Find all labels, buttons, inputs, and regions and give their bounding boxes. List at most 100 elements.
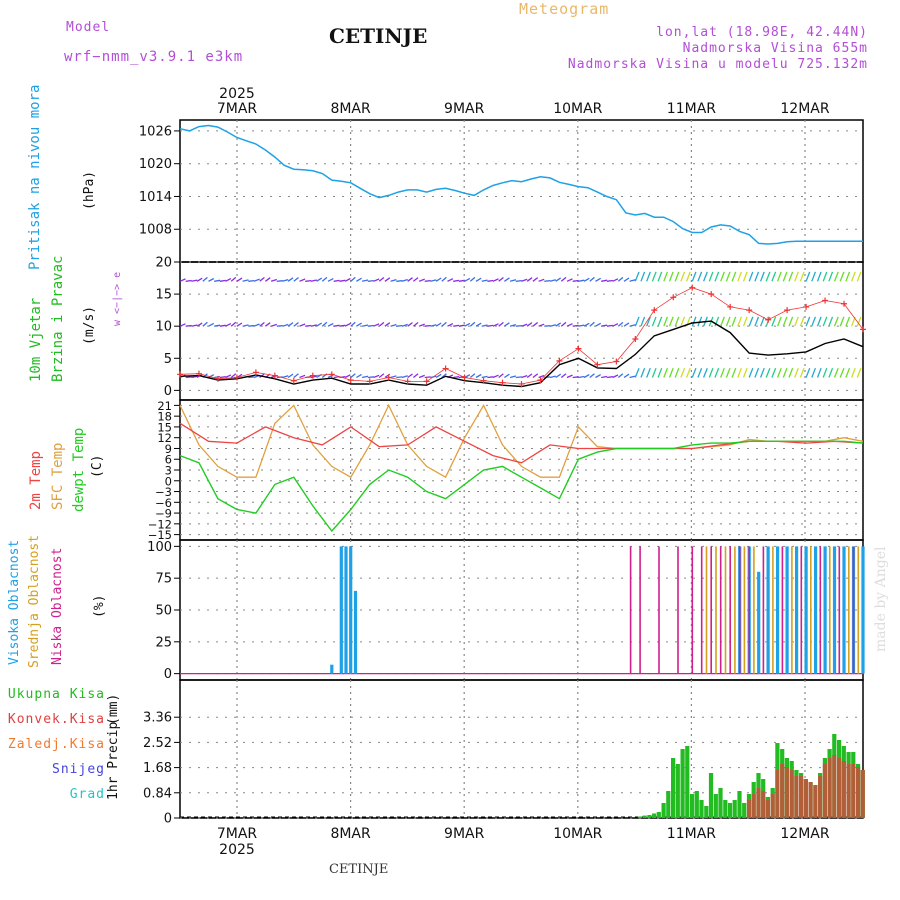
wind-arrow — [748, 271, 754, 282]
wind-arrow — [475, 322, 482, 327]
precip-bar — [680, 749, 685, 818]
wind-arrow — [651, 271, 657, 282]
wind-arrow — [287, 322, 294, 327]
wind-arrow — [214, 324, 221, 327]
wind-arrow — [230, 276, 237, 282]
wind-arrow — [731, 367, 737, 378]
wind-arrow — [685, 367, 691, 378]
wind-arrow — [731, 316, 737, 327]
precip-bar — [742, 803, 747, 818]
wind-arrow — [287, 373, 294, 379]
wind-arrow — [515, 376, 522, 379]
wind-arrow — [526, 277, 533, 282]
wind-arrow — [759, 367, 765, 378]
precip-bar — [708, 773, 714, 818]
wind-arrow — [657, 316, 663, 327]
precip-bar — [775, 770, 780, 818]
wind-arrow — [532, 277, 539, 282]
cloud-bar — [772, 546, 774, 674]
wind-arrow — [617, 276, 624, 282]
wind-arrow — [560, 321, 567, 327]
y-tick-label: 6 — [165, 453, 172, 467]
wind-arrow — [185, 279, 192, 282]
wind-arrow — [646, 367, 651, 378]
wind-arrow — [651, 367, 657, 378]
y-tick-label: 0 — [165, 474, 172, 488]
cloud-bar — [804, 546, 808, 674]
wind-arrow — [845, 316, 851, 327]
wind-arrow — [327, 322, 334, 327]
wind-arrow — [640, 271, 646, 282]
cloud-bar — [795, 546, 799, 674]
y-tick-label: 12 — [157, 431, 172, 445]
cloud-bar — [629, 546, 632, 674]
wind-arrow — [305, 279, 312, 282]
wind-arrow — [816, 271, 822, 282]
wind-arrow — [282, 278, 289, 282]
wind-arrow — [242, 324, 249, 327]
wind-arrow — [685, 271, 691, 282]
wind-arrow — [396, 324, 403, 327]
wind-arrow — [299, 278, 306, 282]
footer-station: CETINJE — [329, 862, 389, 877]
wind-arrow — [458, 324, 465, 327]
panel-frame-pressure — [179, 119, 864, 263]
precip-bar — [765, 800, 770, 818]
wind-arrow — [737, 316, 743, 327]
cloud-bar — [852, 546, 855, 674]
precip-bar — [647, 815, 652, 818]
wind-arrow — [674, 271, 680, 282]
wind-arrow — [469, 321, 476, 327]
wind-arrow — [583, 277, 590, 282]
wind-arrow — [623, 322, 630, 327]
wind-arrow — [407, 277, 413, 282]
dewpt-line — [179, 440, 864, 533]
precip-bar — [732, 800, 737, 818]
wind-arrow — [538, 323, 545, 327]
precip-bar — [808, 782, 813, 818]
y-tick-label: 0 — [164, 812, 172, 827]
wind-arrow — [601, 279, 608, 282]
legend-total-precip: Ukupna Kisa — [7, 687, 105, 702]
bottom-x-tick-label: 11MAR — [667, 826, 716, 842]
y-tick-label: 1014 — [139, 190, 172, 205]
y-tick-label: 9 — [165, 442, 172, 456]
precip-bar — [761, 791, 766, 818]
wind-arrow — [373, 374, 380, 379]
wind-arrow — [526, 322, 533, 327]
precip-bar — [794, 776, 799, 818]
precip-bar — [770, 794, 775, 818]
wind-arrow — [759, 271, 765, 282]
cloud-bar — [677, 546, 679, 674]
wind-arrow — [225, 278, 232, 282]
top-x-tick-label: 7MAR — [217, 101, 258, 117]
wind-arrow — [782, 367, 788, 378]
wind-arrow — [418, 374, 425, 379]
wind-arrow — [464, 322, 471, 327]
wind-arrow — [657, 367, 663, 378]
wind-arrow — [276, 324, 283, 327]
wind-arrow — [475, 373, 482, 379]
wind-arrow — [219, 376, 226, 379]
wind-arrow — [811, 271, 817, 282]
wind-arrow — [191, 279, 198, 282]
y-tick-label: −6 — [155, 496, 172, 510]
wind-arrow — [344, 322, 351, 327]
wind-arrow — [230, 373, 237, 379]
precip-bar — [737, 791, 742, 818]
wind-arrow — [310, 324, 317, 327]
precip-bar — [671, 758, 676, 818]
wind-arrow — [595, 322, 602, 327]
wind-arrow — [788, 367, 794, 378]
wind-arrow — [361, 324, 369, 327]
wind-arrow — [435, 277, 442, 282]
wind-arrow — [799, 271, 805, 282]
wind-arrow — [401, 278, 408, 282]
wind-arrow — [549, 324, 556, 327]
wind-arrow — [504, 322, 510, 327]
bottom-x-tick-label: 8MAR — [330, 826, 371, 842]
wind-arrow — [538, 278, 545, 282]
wind-arrow — [276, 280, 283, 282]
wind-arrow — [378, 321, 385, 327]
